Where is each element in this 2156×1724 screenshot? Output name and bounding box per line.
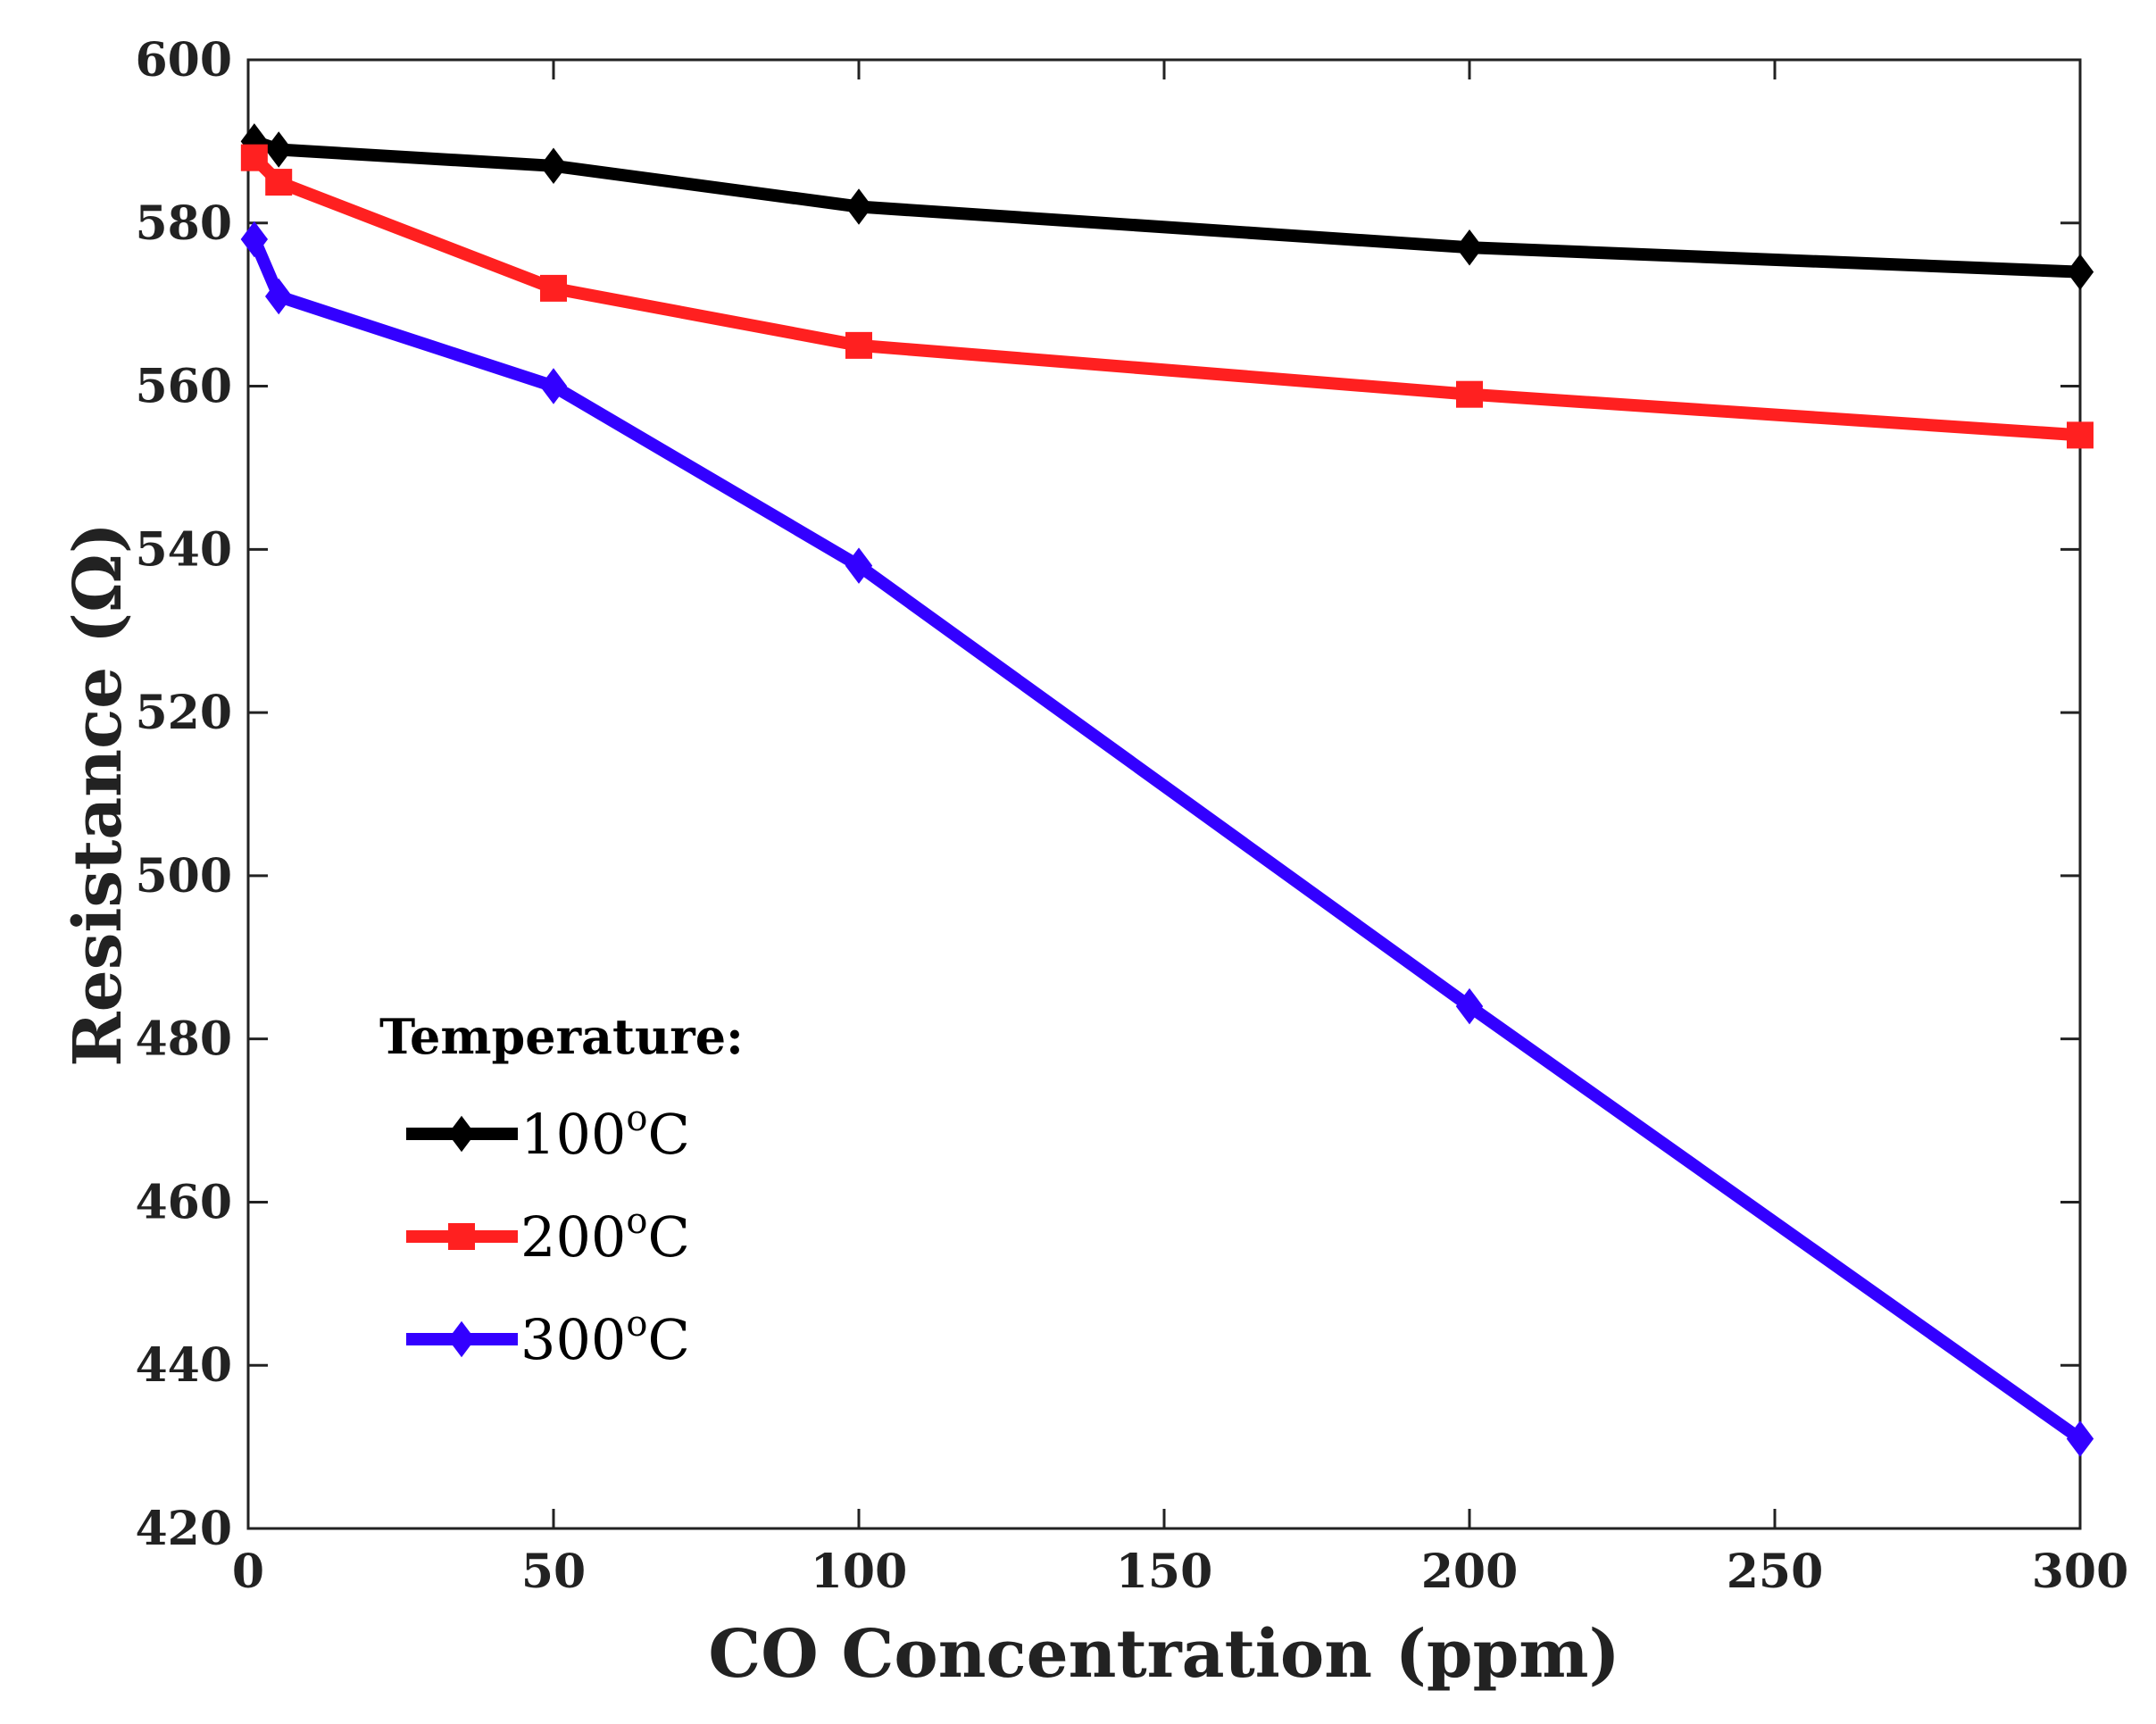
legend-label: 300oC bbox=[520, 1303, 690, 1372]
x-tick-label: 300 bbox=[2032, 1545, 2129, 1599]
plot-area bbox=[246, 58, 2082, 1530]
data-point bbox=[1455, 229, 1484, 266]
x-tick-label: 150 bbox=[1116, 1545, 1213, 1599]
data-point bbox=[240, 221, 269, 258]
data-point bbox=[540, 274, 567, 302]
series-3 bbox=[240, 221, 2094, 1457]
y-tick-label: 520 bbox=[135, 686, 232, 740]
legend-label: 100oC bbox=[520, 1098, 690, 1167]
y-tick-label: 420 bbox=[135, 1502, 232, 1556]
x-tick-label: 200 bbox=[1421, 1545, 1519, 1599]
y-tick-label: 600 bbox=[135, 33, 232, 87]
x-tick-label: 100 bbox=[811, 1545, 908, 1599]
y-tick-label: 580 bbox=[135, 196, 232, 251]
series-layer bbox=[240, 123, 2094, 1457]
y-tick-label: 540 bbox=[135, 522, 232, 577]
x-tick-label: 50 bbox=[521, 1545, 586, 1599]
y-tick-label: 440 bbox=[135, 1338, 232, 1393]
y-axis-title: Resistance (Ω) bbox=[60, 522, 137, 1067]
legend-entry-3: 300oC bbox=[406, 1303, 690, 1372]
legend-entry-1: 100oC bbox=[406, 1098, 690, 1167]
y-tick-label: 480 bbox=[135, 1012, 232, 1067]
data-point bbox=[539, 368, 568, 404]
data-point bbox=[265, 131, 293, 168]
legend-swatch-marker bbox=[447, 1320, 476, 1358]
x-axis-title: CO Concentration (ppm) bbox=[708, 1616, 1619, 1693]
data-point bbox=[2066, 254, 2094, 290]
data-point bbox=[1455, 987, 1484, 1025]
data-point bbox=[2066, 1420, 2094, 1457]
x-tick-label: 250 bbox=[1727, 1545, 1824, 1599]
legend-swatch-marker bbox=[448, 1223, 475, 1250]
data-point bbox=[539, 147, 568, 185]
legend-title: Temperature: bbox=[379, 1008, 744, 1065]
y-tick-label: 460 bbox=[135, 1175, 232, 1229]
data-point bbox=[845, 331, 872, 359]
y-tick-label: 500 bbox=[135, 849, 232, 904]
data-point bbox=[265, 278, 293, 315]
data-point bbox=[845, 188, 873, 225]
data-point bbox=[1456, 380, 1483, 408]
data-point bbox=[265, 169, 293, 196]
data-point bbox=[2067, 421, 2094, 449]
legend: Temperature: 100oC 200oC 300oC bbox=[379, 1008, 744, 1372]
legend-entry-2: 200oC bbox=[406, 1201, 690, 1270]
legend-entries: 100oC 200oC 300oC bbox=[406, 1098, 690, 1372]
series-2 bbox=[240, 144, 2094, 449]
axis-ticks: 0 50 100 150 200 250 300 420 440 460 480 500 520 540 5… bbox=[135, 33, 2128, 1599]
data-point bbox=[845, 547, 873, 584]
data-point bbox=[240, 144, 268, 171]
x-tick-label: 0 bbox=[232, 1545, 264, 1599]
y-tick-label: 560 bbox=[135, 360, 232, 414]
legend-label: 200oC bbox=[520, 1201, 690, 1270]
legend-swatch-marker bbox=[447, 1115, 476, 1153]
